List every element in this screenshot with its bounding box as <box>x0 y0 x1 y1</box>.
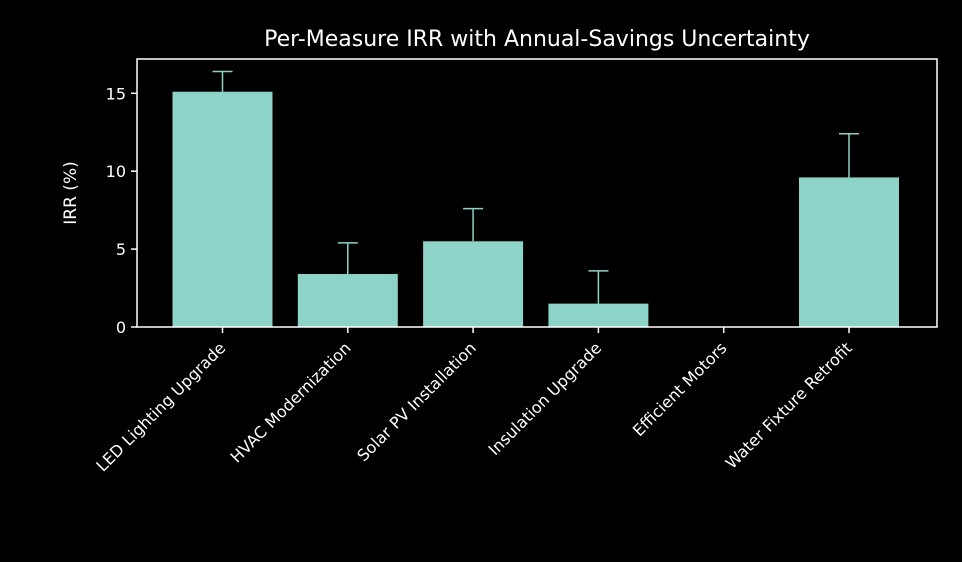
y-axis-label: IRR (%) <box>61 161 81 224</box>
y-tick-label: 0 <box>116 318 126 337</box>
bar <box>548 303 649 327</box>
y-ticks-layer: 0 5 10 15 <box>106 84 137 337</box>
bar <box>172 91 273 327</box>
bar <box>799 177 899 327</box>
bar <box>297 274 398 327</box>
y-tick-label: 10 <box>106 162 126 181</box>
y-tick-label: 15 <box>106 84 126 103</box>
axes-frame <box>136 58 938 328</box>
bars-layer <box>172 91 899 327</box>
chart-title: Per-Measure IRR with Annual-Savings Unce… <box>264 27 810 52</box>
y-tick-label: 5 <box>116 240 126 259</box>
error-bars-layer <box>212 70 859 304</box>
bar <box>423 241 524 327</box>
